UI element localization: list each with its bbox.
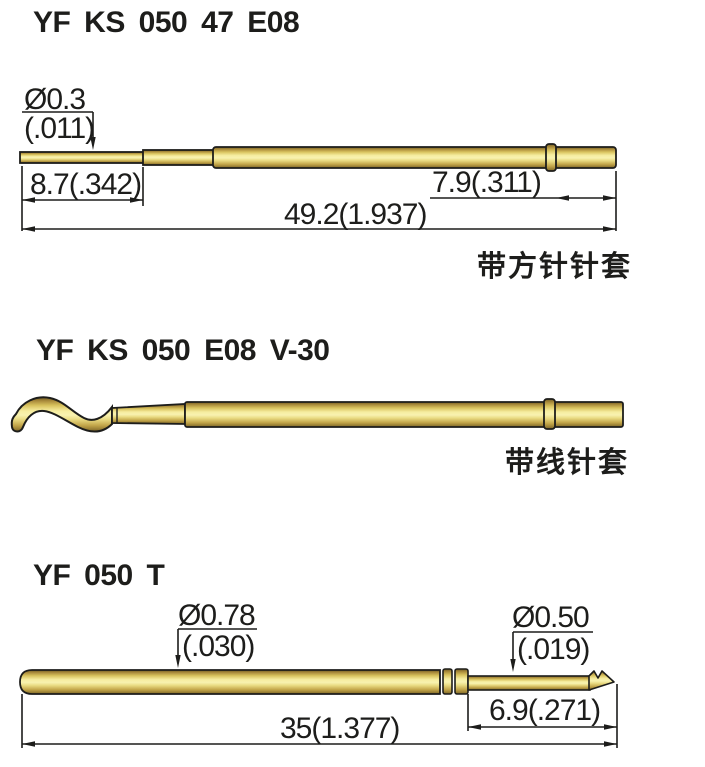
probe1-tip-diameter-mm: Ø0.3 <box>24 83 86 116</box>
probe3-overall-length: 35(1.377) <box>280 712 400 745</box>
probe2-part-number: YF KS 050 E08 V-30 <box>36 334 330 367</box>
arrowhead-right <box>603 195 616 201</box>
arrowhead-left <box>22 226 35 232</box>
probe3-part-number: YF 050 T <box>33 559 165 592</box>
probe2-caption: 带线针套 <box>505 447 630 479</box>
arrowhead-left <box>468 724 481 730</box>
probe3-plunger-length: 6.9(.271) <box>489 694 601 727</box>
probe1-mid-section <box>142 149 215 166</box>
probe1-overall-length: 49.2(1.937) <box>284 198 427 231</box>
probe3-plunger-diameter-mm: Ø0.50 <box>512 601 590 634</box>
probe1-tip-rod <box>19 151 145 164</box>
probe1-sleeve-length: 7.9(.311) <box>432 166 542 199</box>
probe3-collar-ring-1 <box>442 668 453 695</box>
arrowhead-right <box>130 197 143 203</box>
arrowhead-down <box>90 137 96 150</box>
probe3-barrel-diameter-in: (.030) <box>182 630 255 663</box>
probe1-part-number: YF KS 050 47 E08 <box>33 6 300 39</box>
probe3-plunger-diameter-in: (.019) <box>517 633 590 666</box>
probe1-flange-ring <box>545 143 557 172</box>
arrowhead-down <box>510 659 516 672</box>
probe2-drawing <box>10 396 624 433</box>
arrowhead-right <box>603 226 616 232</box>
probe3-plunger <box>467 675 591 691</box>
probe2-barrel <box>184 401 624 428</box>
probe1-tip-length: 8.7(.342) <box>30 168 142 201</box>
probe3-barrel-diameter-mm: Ø0.78 <box>178 599 256 632</box>
probe2-crimp-section <box>111 403 186 425</box>
probe3-body <box>19 669 441 695</box>
arrowhead-right <box>604 724 617 730</box>
probe3-crown-tip <box>588 670 615 691</box>
probe1-caption: 带方针针套 <box>477 251 633 283</box>
probe1-tip-diameter-in: (.011) <box>24 112 95 145</box>
probe1-barrel <box>212 146 617 169</box>
arrowhead-right <box>604 741 617 747</box>
probe2-flange-ring <box>543 398 556 430</box>
probe1-drawing <box>19 111 617 232</box>
probe3-drawing <box>19 628 618 748</box>
probe3-collar-ring-2 <box>454 668 469 695</box>
arrowhead-left <box>22 741 35 747</box>
arrowhead-left <box>556 195 569 201</box>
arrowhead-left <box>22 197 35 203</box>
probe2-wire-lead <box>10 396 113 433</box>
arrowhead-down <box>175 655 181 668</box>
